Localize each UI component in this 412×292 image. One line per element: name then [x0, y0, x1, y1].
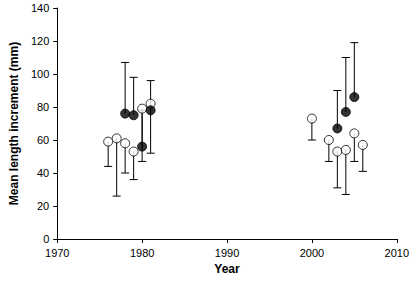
svg-text:20: 20 [37, 200, 49, 212]
svg-text:60: 60 [37, 134, 49, 146]
svg-text:80: 80 [37, 101, 49, 113]
svg-text:1980: 1980 [130, 247, 154, 259]
svg-text:2000: 2000 [300, 247, 324, 259]
svg-text:Year: Year [214, 262, 240, 276]
svg-text:40: 40 [37, 167, 49, 179]
svg-text:120: 120 [31, 35, 49, 47]
svg-text:1970: 1970 [45, 247, 69, 259]
svg-text:2010: 2010 [385, 247, 409, 259]
svg-text:0: 0 [43, 233, 49, 245]
svg-text:Mean length increment (mm): Mean length increment (mm) [7, 42, 21, 205]
svg-text:140: 140 [31, 2, 49, 14]
svg-text:100: 100 [31, 68, 49, 80]
svg-text:1990: 1990 [215, 247, 239, 259]
